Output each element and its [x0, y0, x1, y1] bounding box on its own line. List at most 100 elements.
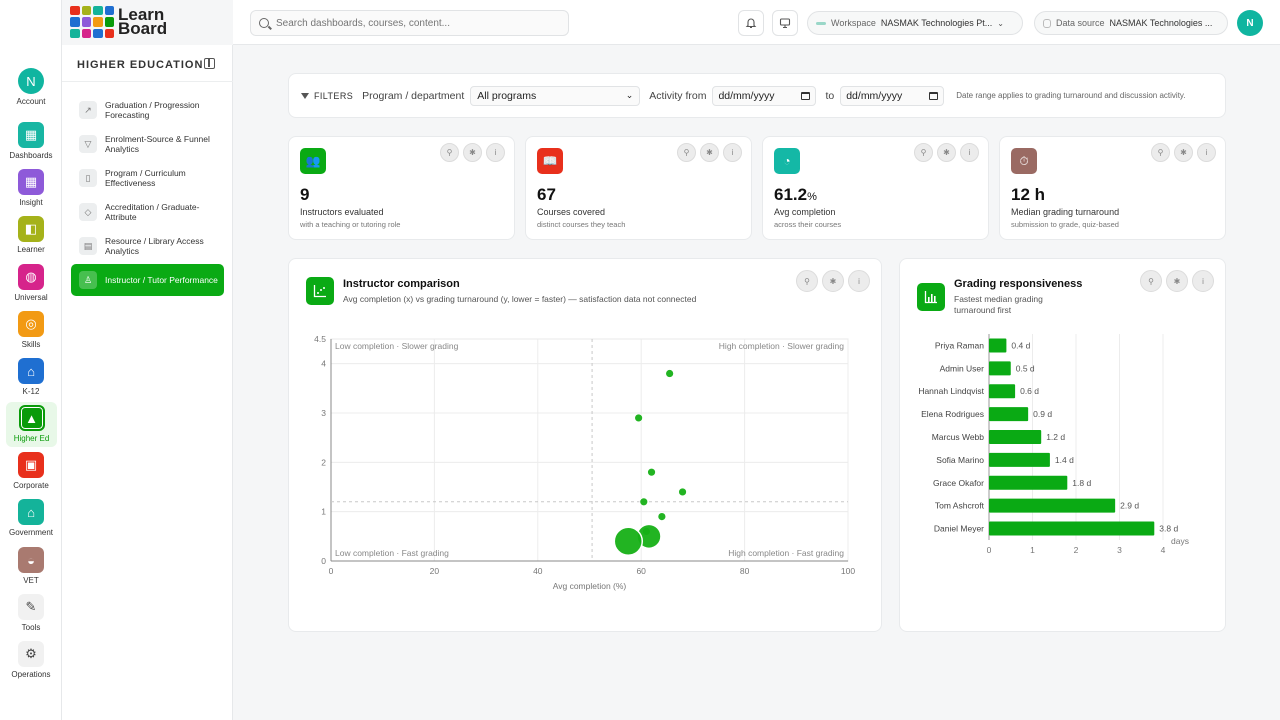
rail-item-skills[interactable]: ◎ Skills	[0, 311, 62, 349]
x-tick-label: 4	[1161, 545, 1166, 555]
rail-label: Account	[16, 97, 46, 106]
kpi-value: 12 h	[1011, 185, 1046, 204]
kpi-card: ◔ ⚲ ✱ i 61.2% Avg completion across their cour…	[762, 136, 989, 240]
rail-label: VET	[23, 576, 39, 585]
bar[interactable]	[989, 452, 1050, 467]
rail-item-k-12[interactable]: ⌂ K-12	[0, 358, 62, 396]
display-button[interactable]	[772, 10, 798, 36]
sparkle-icon[interactable]: ✱	[1174, 143, 1193, 162]
info-icon[interactable]: i	[486, 143, 505, 162]
search-input[interactable]	[276, 17, 556, 29]
bar-category-label: Sofia Marino	[936, 455, 984, 465]
search-box[interactable]	[250, 10, 569, 36]
rail-label: Corporate	[13, 481, 49, 490]
notifications-button[interactable]	[738, 10, 764, 36]
panel-subtitle: Fastest median grading turnaround first	[954, 294, 1043, 315]
award-icon: ◇	[79, 203, 97, 221]
sparkle-icon[interactable]: ✱	[463, 143, 482, 162]
scatter-chart-icon	[306, 277, 334, 305]
date-from-input[interactable]: dd/mm/yyyy	[712, 85, 817, 106]
bar[interactable]	[989, 430, 1042, 444]
bar-category-label: Hannah Lindqvist	[918, 386, 984, 396]
pin-icon[interactable]: ⚲	[440, 143, 459, 162]
rail-item-operations[interactable]: ⚙ Operations	[0, 641, 62, 679]
date-to-input[interactable]: dd/mm/yyyy	[840, 85, 945, 106]
y-tick-label: 4.5	[314, 334, 326, 344]
rail-item-government[interactable]: ⌂ Government	[0, 499, 62, 537]
scatter-point[interactable]	[665, 369, 675, 378]
y-tick-label: 2	[321, 457, 326, 467]
x-tick-label: 40	[533, 566, 543, 576]
bar[interactable]	[989, 521, 1155, 536]
info-icon[interactable]: i	[723, 143, 742, 162]
bar[interactable]	[989, 475, 1068, 490]
rail-item-higher-ed[interactable]: ▲ Higher Ed	[6, 402, 57, 447]
globe-icon: ◍	[18, 264, 44, 290]
rail-item-tools[interactable]: ✎ Tools	[0, 594, 62, 632]
scatter-point[interactable]	[634, 413, 644, 423]
workspace-selector[interactable]: Workspace NASMAK Technologies Pt... ⌄	[807, 11, 1023, 35]
info-icon[interactable]: i	[1192, 270, 1214, 292]
kpi-card: ⏱ ⚲ ✱ i 12 h Median grading turnaround submiss…	[999, 136, 1226, 240]
pin-icon[interactable]: ⚲	[677, 143, 696, 162]
app-logo[interactable]: Learn Board	[70, 6, 167, 38]
bar-chart: 0 1 2 3 4 days Priya Raman 0.4 d Admin User 0.5 d…	[918, 334, 1189, 555]
sidebar-item-5[interactable]: ▤ Resource / Library Access Analytics	[71, 230, 224, 262]
bar[interactable]	[989, 338, 1007, 353]
rail-item-vet[interactable]: ◒ VET	[0, 547, 62, 585]
pin-icon[interactable]: ⚲	[1140, 270, 1162, 292]
sidebar-item-3[interactable]: ▯ Program / Curriculum Effectiveness	[71, 162, 224, 194]
x-tick-label: 100	[841, 566, 855, 576]
rail-label: Insight	[19, 198, 43, 207]
rail-item-universal[interactable]: ◍ Universal	[0, 264, 62, 302]
bar[interactable]	[989, 498, 1116, 513]
x-tick-label: 60	[636, 566, 646, 576]
bar-value-label: 0.6 d	[1020, 386, 1039, 396]
sidebar-item-4[interactable]: ◇ Accreditation / Graduate-Attribute	[71, 196, 224, 228]
plot-frame	[330, 338, 849, 562]
info-icon[interactable]: i	[1197, 143, 1216, 162]
rail-item-account[interactable]: N Account	[0, 68, 62, 106]
rail-item-insight[interactable]: ▦ Insight	[0, 169, 62, 207]
quadrant-label: High completion · Slower grading	[719, 341, 844, 351]
x-tick-label: 2	[1074, 545, 1079, 555]
sidebar-item-label: Program / Curriculum Effectiveness	[105, 168, 186, 188]
pin-icon[interactable]: ⚲	[1151, 143, 1170, 162]
datasource-selector[interactable]: Data source NASMAK Technologies ...	[1034, 11, 1228, 35]
sparkle-icon[interactable]: ✱	[700, 143, 719, 162]
user-avatar[interactable]: N	[1237, 10, 1263, 36]
card-actions: ⚲ ✱ i	[1151, 143, 1216, 162]
sidebar-item-6[interactable]: ♙ Instructor / Tutor Performance	[71, 264, 224, 296]
rail-label: Operations	[11, 670, 51, 679]
pin-icon[interactable]: ⚲	[796, 270, 818, 292]
sidebar-item-1[interactable]: ↗ Graduation / Progression Forecasting	[71, 94, 224, 126]
bar[interactable]	[989, 361, 1011, 376]
sidebar-item-2[interactable]: ▽ Enrolment-Source & Funnel Analytics	[71, 128, 224, 160]
rail-item-corporate[interactable]: ▣ Corporate	[0, 452, 62, 490]
kpi-value: 67	[537, 185, 556, 204]
rail-item-learner[interactable]: ◧ Learner	[0, 216, 62, 254]
kpi-label: Courses covered	[537, 207, 606, 217]
library-icon: ▤	[79, 237, 97, 255]
scatter-point[interactable]	[678, 487, 687, 497]
scatter-point[interactable]	[639, 497, 649, 507]
bar[interactable]	[989, 384, 1016, 399]
insight-icon: ▦	[18, 169, 44, 195]
bar[interactable]	[989, 407, 1029, 422]
monitor-icon	[779, 18, 791, 29]
scatter-point[interactable]	[657, 512, 667, 522]
y-tick-label: 3	[321, 408, 326, 418]
rail-item-dashboards[interactable]: ▦ Dashboards	[0, 122, 62, 160]
sparkle-icon[interactable]: ✱	[937, 143, 956, 162]
info-icon[interactable]: i	[848, 270, 870, 292]
scatter-point[interactable]	[613, 526, 644, 557]
sparkle-icon[interactable]: ✱	[822, 270, 844, 292]
info-icon[interactable]: i	[960, 143, 979, 162]
sparkle-icon[interactable]: ✱	[1166, 270, 1188, 292]
card-actions: ⚲ ✱ i	[677, 143, 742, 162]
bar-category-label: Admin User	[940, 363, 985, 373]
scatter-point[interactable]	[647, 467, 656, 477]
pin-icon[interactable]: ⚲	[914, 143, 933, 162]
sidebar-collapse-icon[interactable]	[204, 58, 215, 69]
program-select[interactable]: All programs ⌄	[470, 85, 641, 106]
